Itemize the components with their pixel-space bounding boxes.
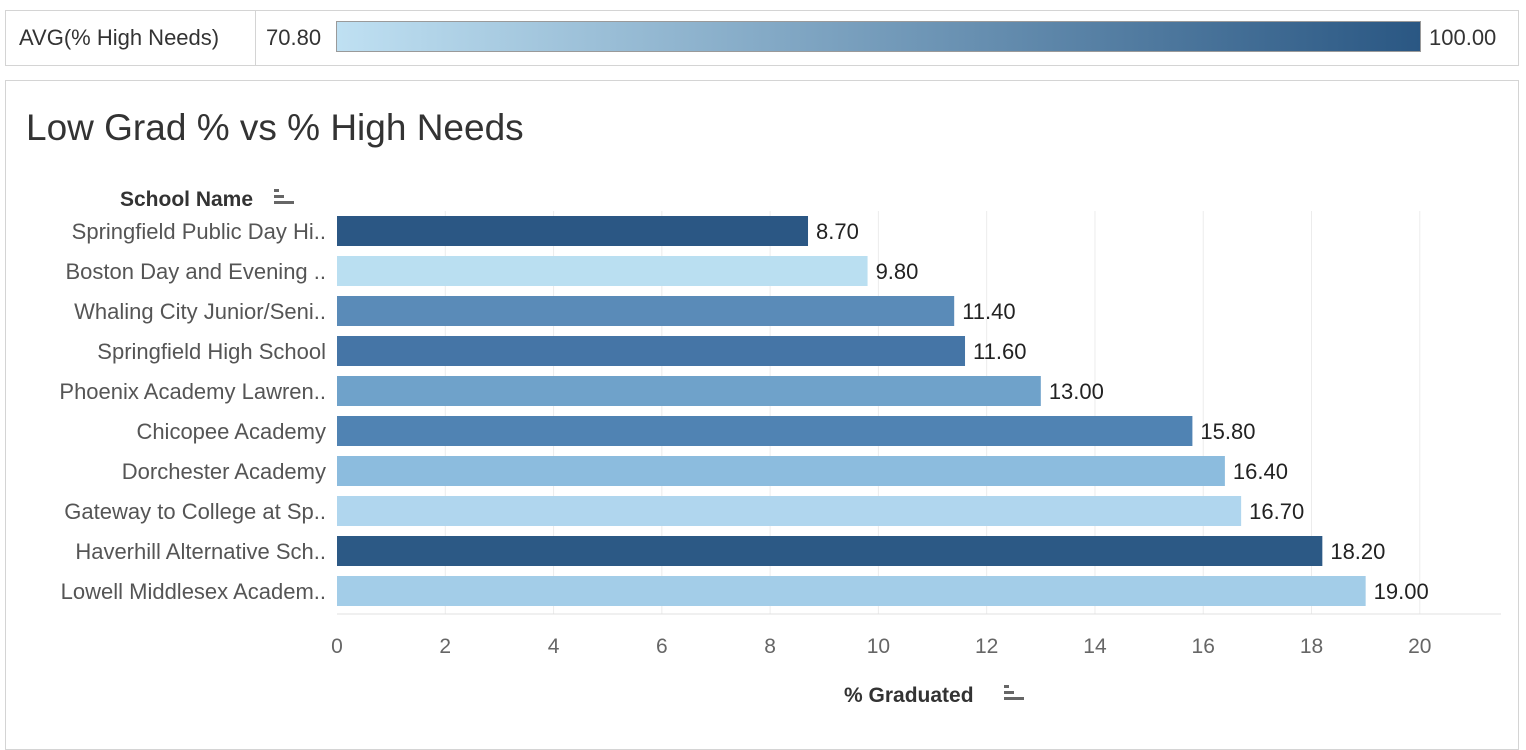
- x-tick-label: 2: [439, 635, 451, 658]
- y-axis-field-header[interactable]: School Name: [120, 188, 253, 211]
- legend-field-label: AVG(% High Needs): [6, 11, 256, 65]
- value-label: 16.40: [1233, 459, 1288, 484]
- value-label: 11.40: [962, 299, 1015, 324]
- x-axis-ticks: 0 2 4 6 8 10 12 14 16 18 20: [331, 635, 1431, 658]
- x-tick-label: 6: [656, 635, 668, 658]
- x-tick-label: 16: [1192, 635, 1215, 658]
- value-label: 13.00: [1049, 379, 1104, 404]
- category-label[interactable]: Lowell Middlesex Academ..: [61, 579, 326, 604]
- x-axis-field-header[interactable]: % Graduated: [844, 684, 974, 707]
- x-tick-label: 10: [867, 635, 890, 658]
- bar[interactable]: [337, 576, 1366, 606]
- category-label[interactable]: Gateway to College at Sp..: [64, 499, 326, 524]
- value-label: 18.20: [1330, 539, 1385, 564]
- bar[interactable]: [337, 216, 809, 246]
- value-label: 9.80: [876, 259, 919, 284]
- legend-min-value: 70.80: [266, 25, 322, 50]
- bar[interactable]: [337, 296, 955, 326]
- x-tick-label: 12: [975, 635, 998, 658]
- category-label[interactable]: Haverhill Alternative Sch..: [75, 539, 326, 564]
- x-tick-label: 0: [331, 635, 343, 658]
- value-label: 11.60: [973, 339, 1026, 364]
- bar-chart: School Name Springfield Public Day Hi.. B…: [59, 188, 1501, 707]
- x-tick-label: 20: [1408, 635, 1431, 658]
- sort-icon[interactable]: [274, 189, 294, 204]
- legend-gradient-bar: [336, 21, 1421, 52]
- category-label[interactable]: Chicopee Academy: [136, 419, 326, 444]
- bar[interactable]: [337, 336, 966, 366]
- color-legend: AVG(% High Needs) 70.80 100.00: [5, 10, 1519, 66]
- value-label: 16.70: [1249, 499, 1304, 524]
- category-labels: Springfield Public Day Hi.. Boston Day an…: [59, 219, 326, 604]
- value-label: 8.70: [816, 219, 859, 244]
- bar[interactable]: [337, 536, 1323, 566]
- bar[interactable]: [337, 376, 1041, 406]
- category-label[interactable]: Springfield Public Day Hi..: [72, 219, 326, 244]
- x-tick-label: 14: [1083, 635, 1107, 658]
- bars-group: [337, 216, 1366, 606]
- bar[interactable]: [337, 496, 1242, 526]
- x-tick-label: 8: [764, 635, 776, 658]
- sort-icon[interactable]: [1004, 685, 1024, 700]
- bar[interactable]: [337, 456, 1225, 486]
- bar[interactable]: [337, 256, 868, 286]
- category-label[interactable]: Dorchester Academy: [122, 459, 326, 484]
- legend-max-value: 100.00: [1429, 25, 1497, 50]
- value-label: 19.00: [1374, 579, 1429, 604]
- x-tick-label: 4: [548, 635, 560, 658]
- category-label[interactable]: Whaling City Junior/Seni..: [74, 299, 326, 324]
- value-label: 15.80: [1200, 419, 1255, 444]
- x-tick-label: 18: [1300, 635, 1323, 658]
- chart-panel: Low Grad % vs % High Needs School Name S…: [5, 80, 1519, 750]
- chart-title: Low Grad % vs % High Needs: [26, 107, 524, 148]
- category-label[interactable]: Phoenix Academy Lawren..: [59, 379, 326, 404]
- value-labels: 8.70 9.80 11.40 11.60 13.00 15.80 16.40 16.70 18…: [816, 219, 1429, 604]
- bar[interactable]: [337, 416, 1193, 446]
- category-label[interactable]: Boston Day and Evening ..: [66, 259, 327, 284]
- category-label[interactable]: Springfield High School: [97, 339, 326, 364]
